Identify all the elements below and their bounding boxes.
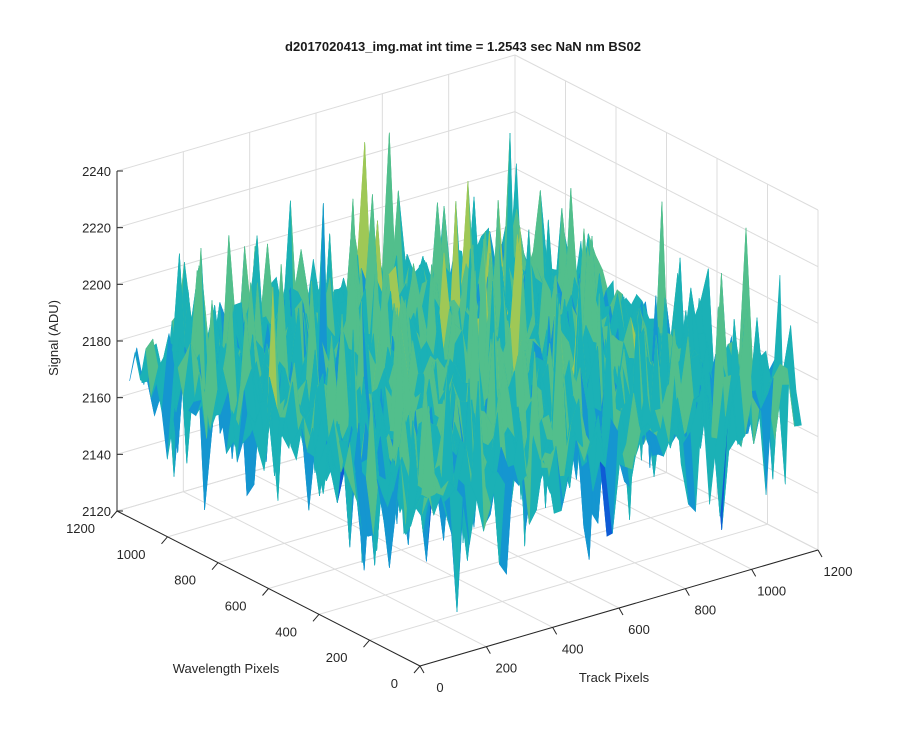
y-tick-label: 800	[174, 573, 196, 588]
z-tick-label: 2140	[82, 447, 111, 462]
z-tick-label: 2160	[82, 391, 111, 406]
y-tick-mark	[363, 639, 370, 648]
y-tick-label: 0	[391, 676, 398, 691]
surface-patch	[414, 494, 428, 507]
y-tick-label: 1200	[66, 521, 95, 536]
x-tick-mark	[419, 665, 425, 674]
y-tick-label: 600	[225, 599, 247, 614]
floor-grid-line	[318, 497, 718, 615]
back-wall-grid-line	[116, 111, 516, 229]
back-wall-grid-line	[116, 167, 516, 285]
y-tick-mark	[211, 562, 219, 570]
y-axis-label: Wavelength Pixels	[173, 661, 280, 676]
x-tick-mark	[684, 588, 690, 596]
y-tick-label: 1000	[117, 547, 146, 562]
y-tick-mark	[110, 510, 118, 519]
x-axis-label: Track Pixels	[579, 670, 650, 685]
x-tick-mark	[817, 549, 823, 558]
z-tick-label: 2180	[82, 334, 111, 349]
surface-patch	[788, 383, 802, 427]
z-tick-label: 2200	[82, 277, 111, 292]
x-tick-label: 1200	[824, 564, 853, 579]
side-wall-grid-line	[514, 54, 819, 211]
z-tick-label: 2240	[82, 164, 111, 179]
y-tick-mark	[161, 536, 168, 545]
x-tick-mark	[552, 627, 558, 635]
floor-grid-line	[369, 523, 768, 641]
y-tick-mark	[312, 614, 320, 622]
chart-title: d2017020413_img.mat int time = 1.2543 se…	[285, 39, 641, 54]
y-tick-label: 400	[275, 624, 297, 639]
x-tick-label: 800	[694, 603, 716, 618]
y-tick-mark	[413, 665, 421, 674]
y-tick-mark	[262, 588, 269, 596]
axis-layer	[110, 170, 823, 674]
tick-labels: 0 200 400 600 800 1000 1200 0 200 400 600 800 1000 12…	[66, 164, 852, 695]
x-tick-label: 400	[562, 641, 584, 656]
z-tick-label: 2120	[82, 504, 111, 519]
x-tick-label: 0	[436, 680, 443, 695]
side-wall-grid-line	[514, 111, 819, 268]
x-tick-mark	[751, 569, 757, 577]
side-wall-grid-line	[514, 167, 819, 324]
surface-layer	[129, 132, 802, 612]
z-axis-label: Signal (ADU)	[46, 300, 61, 376]
back-wall-grid-line	[116, 54, 516, 172]
x-tick-label: 1000	[757, 583, 786, 598]
x-tick-mark	[618, 607, 624, 616]
z-tick-label: 2220	[82, 221, 111, 236]
x-tick-label: 600	[628, 622, 650, 637]
x-tick-label: 200	[495, 661, 517, 676]
y-tick-label: 200	[326, 650, 348, 665]
x-tick-mark	[485, 646, 491, 654]
